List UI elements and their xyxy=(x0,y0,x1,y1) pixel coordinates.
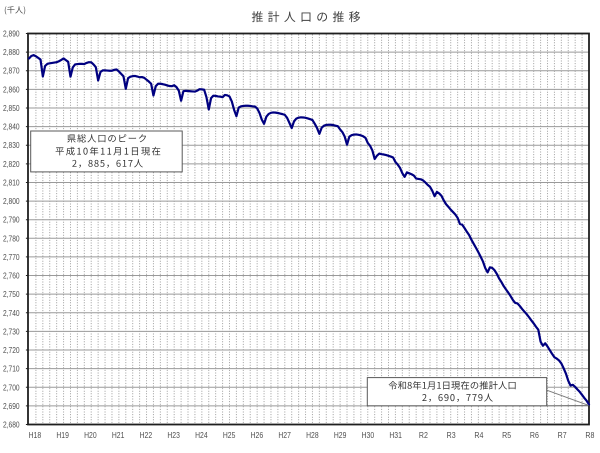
svg-text:R2: R2 xyxy=(419,431,428,440)
svg-text:H19: H19 xyxy=(56,431,69,440)
svg-text:H18: H18 xyxy=(29,431,42,440)
svg-text:2,820: 2,820 xyxy=(3,160,20,169)
svg-text:2,860: 2,860 xyxy=(3,85,20,94)
svg-text:2,850: 2,850 xyxy=(3,104,20,113)
svg-text:2,830: 2,830 xyxy=(3,141,20,150)
svg-text:2,730: 2,730 xyxy=(3,327,20,336)
svg-text:H21: H21 xyxy=(112,431,125,440)
svg-text:H29: H29 xyxy=(334,431,347,440)
svg-text:2,740: 2,740 xyxy=(3,309,20,318)
svg-text:2,890: 2,890 xyxy=(3,30,20,39)
svg-text:H30: H30 xyxy=(362,431,375,440)
svg-text:H31: H31 xyxy=(389,431,402,440)
svg-text:H26: H26 xyxy=(251,431,264,440)
svg-text:2,840: 2,840 xyxy=(3,123,20,132)
svg-text:H25: H25 xyxy=(223,431,236,440)
svg-text:2,720: 2,720 xyxy=(3,346,20,355)
svg-text:R6: R6 xyxy=(530,431,539,440)
svg-text:2,760: 2,760 xyxy=(3,272,20,281)
svg-text:H28: H28 xyxy=(306,431,319,440)
svg-text:2,780: 2,780 xyxy=(3,234,20,243)
svg-text:2,710: 2,710 xyxy=(3,365,20,374)
svg-text:2,810: 2,810 xyxy=(3,178,20,187)
svg-text:2,800: 2,800 xyxy=(3,197,20,206)
svg-text:H23: H23 xyxy=(167,431,180,440)
svg-text:2,680: 2,680 xyxy=(3,421,20,430)
svg-text:R3: R3 xyxy=(447,431,456,440)
svg-text:2,690: 2,690 xyxy=(3,402,20,411)
svg-text:2,750: 2,750 xyxy=(3,290,20,299)
svg-text:H27: H27 xyxy=(278,431,291,440)
svg-text:R7: R7 xyxy=(558,431,567,440)
svg-text:2,700: 2,700 xyxy=(3,383,20,392)
svg-text:R4: R4 xyxy=(474,431,483,440)
svg-text:R8: R8 xyxy=(585,431,594,440)
svg-text:H24: H24 xyxy=(195,431,208,440)
svg-text:H20: H20 xyxy=(84,431,97,440)
svg-text:2,870: 2,870 xyxy=(3,67,20,76)
svg-text:2,770: 2,770 xyxy=(3,253,20,262)
svg-text:R5: R5 xyxy=(502,431,511,440)
svg-text:2,880: 2,880 xyxy=(3,48,20,57)
svg-text:2,790: 2,790 xyxy=(3,216,20,225)
svg-text:H22: H22 xyxy=(140,431,153,440)
